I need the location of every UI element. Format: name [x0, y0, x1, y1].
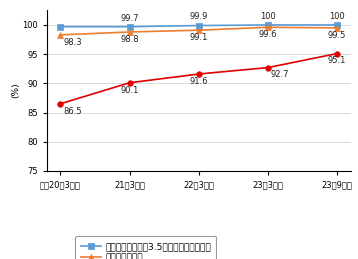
ブロードバンド [58, 33, 63, 37]
Text: 99.6: 99.6 [258, 30, 277, 39]
Text: 91.6: 91.6 [189, 77, 208, 86]
Text: 99.7: 99.7 [120, 13, 139, 23]
ブロードバンド [197, 29, 201, 32]
Line: ブロードバンド（3.5世代携帯電話含む）: ブロードバンド（3.5世代携帯電話含む） [58, 22, 340, 30]
超高速ブロードバンド [266, 66, 270, 69]
超高速ブロードバンド [197, 73, 201, 76]
Text: 92.7: 92.7 [271, 70, 289, 79]
Text: 99.1: 99.1 [189, 33, 208, 42]
Text: 98.3: 98.3 [63, 38, 82, 47]
Text: 99.9: 99.9 [189, 12, 208, 21]
Text: 86.5: 86.5 [63, 106, 82, 116]
ブロードバンド（3.5世代携帯電話含む） [266, 23, 270, 26]
Text: 95.1: 95.1 [328, 56, 346, 65]
超高速ブロードバンド [335, 52, 339, 55]
ブロードバンド [266, 26, 270, 29]
超高速ブロードバンド [127, 81, 132, 84]
Line: 超高速ブロードバンド: 超高速ブロードバンド [58, 51, 340, 106]
ブロードバンド（3.5世代携帯電話含む） [197, 24, 201, 27]
Legend: ブロードバンド（3.5世代携帯電話含む）, ブロードバンド, 超高速ブロードバンド: ブロードバンド（3.5世代携帯電話含む）, ブロードバンド, 超高速ブロードバン… [76, 236, 216, 259]
ブロードバンド [335, 26, 339, 30]
ブロードバンド（3.5世代携帯電話含む） [58, 25, 63, 28]
Text: 100: 100 [329, 12, 345, 21]
Y-axis label: (%): (%) [11, 83, 20, 98]
ブロードバンド（3.5世代携帯電話含む） [335, 23, 339, 26]
ブロードバンド [127, 30, 132, 33]
Text: 100: 100 [260, 12, 276, 21]
Text: 90.1: 90.1 [120, 85, 139, 95]
ブロードバンド（3.5世代携帯電話含む） [127, 25, 132, 28]
超高速ブロードバンド [58, 102, 63, 105]
Line: ブロードバンド: ブロードバンド [57, 24, 340, 38]
Text: 99.5: 99.5 [328, 31, 346, 40]
Text: 98.8: 98.8 [120, 35, 139, 44]
